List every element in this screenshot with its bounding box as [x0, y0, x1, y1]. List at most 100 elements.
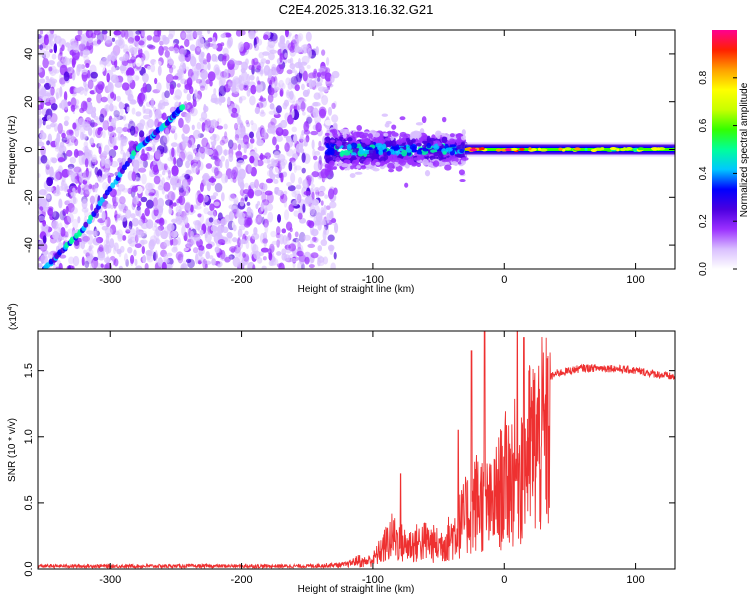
- heat-cell: [185, 169, 192, 176]
- heat-cell: [227, 139, 234, 149]
- heat-cell: [194, 66, 202, 73]
- heat-cell: [205, 79, 211, 85]
- heat-cell: [140, 196, 148, 203]
- heat-cell: [138, 125, 142, 131]
- heat-cell: [251, 232, 260, 240]
- heat-cell: [164, 259, 170, 264]
- heat-cell: [276, 239, 280, 248]
- heat-cell: [163, 163, 168, 171]
- heat-cell: [39, 30, 44, 35]
- heat-cell: [168, 58, 174, 66]
- heat-cell: [310, 238, 315, 245]
- heat-cell: [372, 132, 380, 138]
- heat-cell: [51, 53, 57, 60]
- heat-cell: [105, 39, 112, 44]
- heat-cell: [173, 157, 177, 166]
- heat-cell: [332, 122, 338, 129]
- heat-cell: [198, 222, 203, 227]
- heat-cell: [235, 85, 244, 90]
- heat-cell: [90, 119, 95, 128]
- heat-cell: [129, 254, 135, 264]
- heat-cell: [300, 44, 309, 54]
- colorbar-tick-label: 0.4: [698, 166, 709, 180]
- heat-cell: [146, 154, 154, 161]
- heat-cell: [163, 223, 168, 228]
- heat-cell: [81, 196, 88, 204]
- heat-cell: [270, 117, 277, 126]
- heat-cell: [421, 140, 428, 145]
- heat-cell: [264, 222, 269, 234]
- heat-cell: [262, 238, 269, 244]
- heat-cell: [185, 258, 192, 264]
- heat-cell: [311, 139, 315, 150]
- heat-cell: [88, 214, 94, 221]
- heat-cell: [85, 63, 90, 68]
- heat-cell: [251, 122, 258, 132]
- heat-cell: [204, 82, 208, 91]
- y-tick-label: 1.0: [23, 429, 35, 444]
- heat-cell: [51, 220, 59, 230]
- heat-cell: [297, 33, 304, 42]
- heat-cell: [105, 232, 112, 238]
- heat-cell: [204, 263, 208, 269]
- heat-cell: [199, 229, 204, 236]
- heat-cell: [239, 95, 247, 101]
- heat-cell: [257, 80, 261, 86]
- heat-cell: [216, 125, 224, 130]
- heat-cell: [141, 217, 148, 224]
- heat-cell: [129, 125, 136, 136]
- heat-cell: [38, 104, 43, 111]
- heat-cell: [155, 238, 161, 245]
- heat-cell: [142, 114, 151, 120]
- heat-cell: [207, 37, 213, 43]
- heat-cell: [301, 55, 310, 65]
- snr-scale-label: (x104): [7, 303, 19, 330]
- heat-cell: [130, 56, 137, 63]
- heat-cell: [308, 72, 317, 79]
- heat-cell: [67, 101, 72, 107]
- colorbar-label: Normalized spectral amplitude: [739, 82, 750, 217]
- heat-cell: [97, 263, 102, 269]
- heat-cell: [70, 97, 77, 108]
- heat-cell: [142, 82, 148, 93]
- heat-cell: [346, 143, 352, 151]
- heat-cell: [134, 243, 142, 249]
- heat-cell: [321, 49, 326, 56]
- heat-cell: [325, 143, 330, 149]
- heat-cell: [437, 143, 442, 147]
- heat-cell: [250, 84, 257, 95]
- heat-cell: [46, 177, 53, 187]
- heat-cell: [238, 124, 246, 134]
- heat-cell: [187, 258, 195, 269]
- heat-cell: [271, 160, 278, 167]
- heat-cell: [213, 219, 221, 226]
- heat-cell: [76, 63, 82, 73]
- heat-cell: [324, 163, 330, 168]
- heat-cell: [113, 30, 122, 36]
- heat-cell: [224, 131, 228, 140]
- heat-cell: [297, 212, 303, 220]
- heat-cell: [152, 205, 160, 210]
- heat-cell: [238, 96, 243, 104]
- heat-cell: [306, 116, 313, 124]
- heat-cell: [620, 148, 626, 152]
- heat-cell: [117, 184, 126, 192]
- heat-cell: [204, 232, 212, 243]
- spectrogram-heatmap: [38, 30, 675, 269]
- heat-cell: [180, 30, 187, 41]
- heat-cell: [442, 151, 447, 155]
- heat-cell: [400, 137, 407, 143]
- heat-cell: [197, 193, 204, 203]
- heat-cell: [82, 235, 91, 242]
- heat-cell: [600, 147, 605, 151]
- heat-cell: [254, 217, 260, 224]
- heat-cell: [235, 150, 243, 160]
- heat-cell: [94, 182, 98, 193]
- heat-cell: [235, 30, 243, 37]
- heat-cell: [459, 149, 465, 154]
- heat-cell: [283, 199, 288, 208]
- heat-cell: [56, 132, 61, 144]
- heat-cell: [184, 113, 190, 122]
- heat-cell: [185, 102, 193, 113]
- heat-cell: [296, 250, 304, 257]
